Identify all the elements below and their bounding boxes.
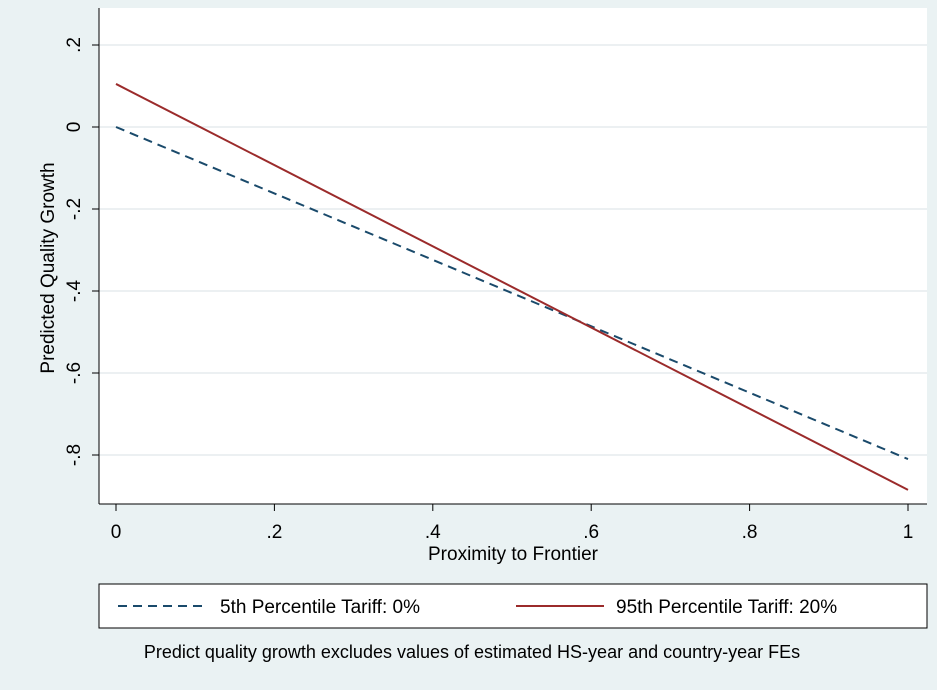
legend-box [98, 583, 928, 629]
grid-lines [99, 44, 927, 456]
y-tick-label-0: .2 [64, 37, 85, 53]
plot-area [99, 8, 927, 504]
series-line-0 [115, 126, 909, 461]
y-tick-label-4: -.6 [64, 362, 85, 384]
legend-label-0: 5th Percentile Tariff: 0% [220, 597, 420, 618]
y-ticks: .2 0 -.2 -.4 -.6 -.8 [64, 37, 99, 466]
axes [98, 8, 927, 505]
x-tick-label-2: .4 [425, 522, 441, 543]
chart-note: Predict quality growth excludes values o… [144, 642, 800, 662]
series-line-1 [115, 83, 909, 491]
series-lines [115, 83, 909, 491]
x-tick-label-5: 1 [903, 522, 914, 543]
x-tick-label-3: .6 [583, 522, 599, 543]
x-tick-label-4: .8 [742, 522, 758, 543]
y-tick-label-2: -.2 [64, 198, 85, 220]
x-ticks: 0 .2 .4 .6 .8 1 [111, 504, 914, 543]
legend: 5th Percentile Tariff: 0% 95th Percentil… [98, 583, 928, 629]
x-axis-title: Proximity to Frontier [428, 544, 599, 565]
y-tick-label-5: -.8 [64, 444, 85, 466]
x-tick-label-1: .2 [266, 522, 282, 543]
y-axis-title: Predicted Quality Growth [38, 162, 59, 373]
x-tick-label-0: 0 [111, 522, 122, 543]
y-tick-label-3: -.4 [64, 279, 85, 302]
y-tick-label-1: 0 [64, 122, 85, 133]
legend-label-1: 95th Percentile Tariff: 20% [616, 597, 837, 618]
